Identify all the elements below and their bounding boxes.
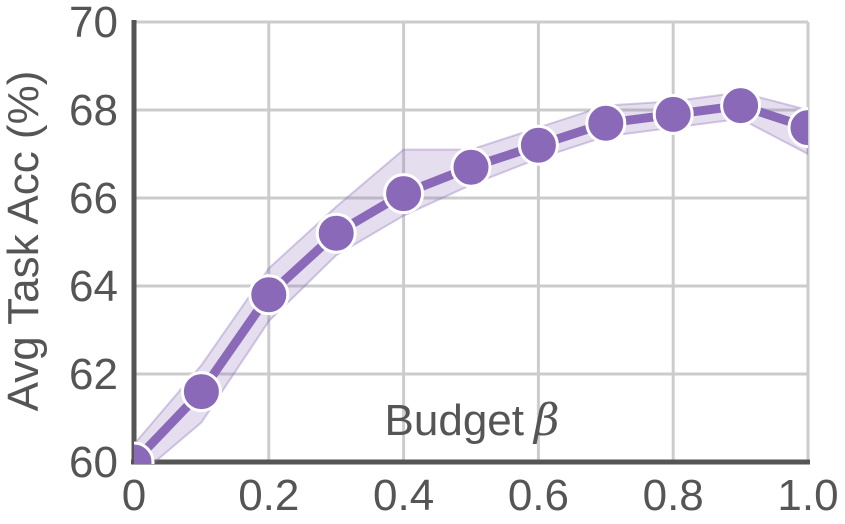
- y-tick-label: 70: [69, 0, 118, 47]
- x-axis-label-text: Budget: [385, 396, 524, 445]
- x-axis-label-symbol: β: [532, 395, 559, 446]
- data-point: [315, 212, 357, 254]
- data-point: [134, 441, 155, 464]
- x-tick-label: 0.6: [508, 471, 569, 520]
- x-tick-label: 0.2: [238, 471, 299, 520]
- tick-labels: 0 0.2 0.4 0.6 0.8 1.0 60 62 64 66 68 70: [69, 0, 839, 520]
- x-tick-label: 0: [122, 471, 146, 520]
- x-tick-label: 1.0: [777, 471, 838, 520]
- data-point: [450, 146, 492, 188]
- x-tick-label: 0.4: [373, 471, 434, 520]
- y-tick-label: 68: [69, 86, 118, 135]
- y-tick-label: 64: [69, 262, 118, 311]
- data-point: [383, 173, 425, 215]
- data-point: [787, 107, 808, 149]
- y-tick-label: 62: [69, 350, 118, 399]
- data-point: [180, 371, 222, 413]
- y-tick-label: 66: [69, 174, 118, 223]
- axes: [131, 20, 810, 465]
- series-layer: [134, 85, 808, 464]
- data-point: [248, 274, 290, 316]
- x-tick-label: 0.8: [643, 471, 704, 520]
- data-point: [720, 85, 762, 127]
- data-point: [517, 124, 559, 166]
- data-point: [652, 93, 694, 135]
- y-axis-label: Avg Task Acc (%): [0, 71, 48, 412]
- data-point: [585, 102, 627, 144]
- y-tick-label: 60: [69, 438, 118, 487]
- x-axis-label: Budget β: [385, 395, 560, 446]
